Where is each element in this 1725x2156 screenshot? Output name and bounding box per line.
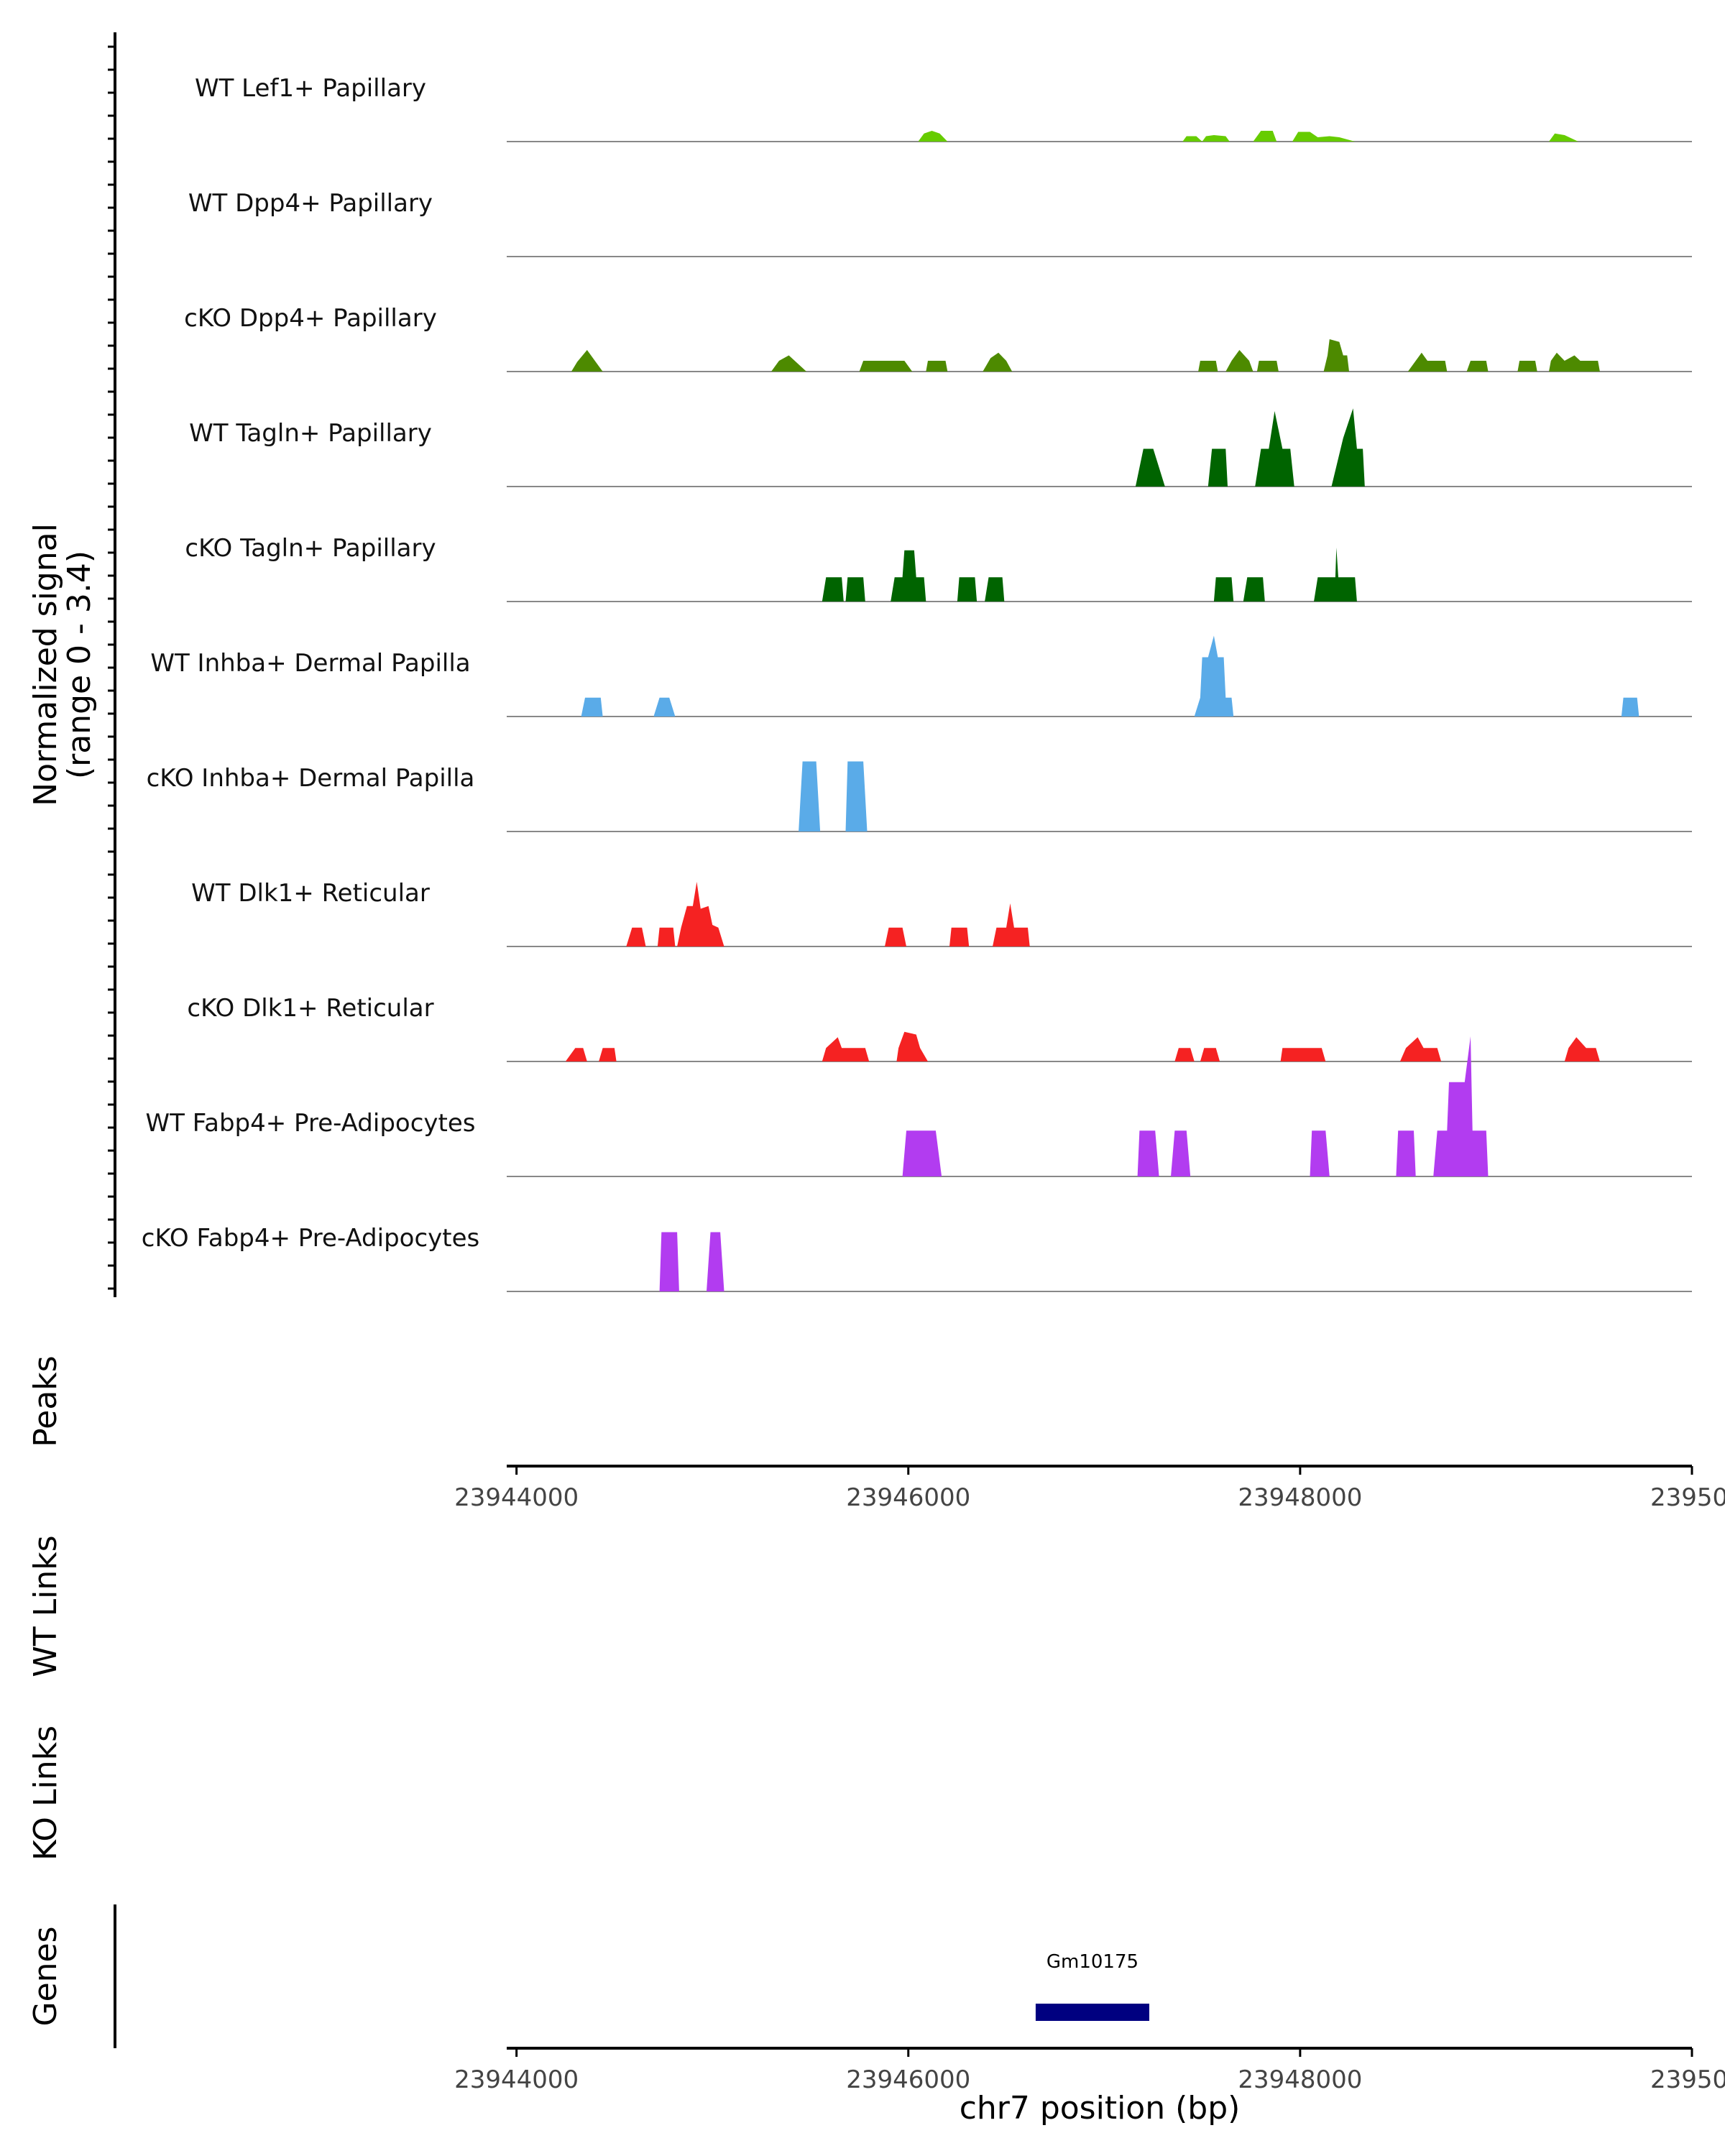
gene-name-label: Gm10175 <box>1046 1951 1138 1973</box>
coverage-area <box>822 548 1357 602</box>
coverage-area <box>799 761 868 831</box>
x-tick-label: 23946000 <box>846 1483 970 1512</box>
genes-label: Genes <box>27 1926 64 2026</box>
track-label: cKO Tagln+ Papillary <box>185 534 436 563</box>
track: WT Lef1+ Papillary <box>195 74 1692 142</box>
track: cKO Dlk1+ Reticular <box>187 994 1692 1062</box>
track-label: WT Dpp4+ Papillary <box>188 189 433 218</box>
track: WT Dpp4+ Papillary <box>188 189 1692 257</box>
gene-models: Gm10175 <box>1035 1951 1150 2021</box>
signal-axis-title-line1: Normalized signal <box>27 523 64 806</box>
track-label: WT Inhba+ Dermal Papilla <box>150 649 470 678</box>
track-label: cKO Inhba+ Dermal Papilla <box>147 764 475 793</box>
track: WT Tagln+ Papillary <box>189 408 1692 487</box>
coverage-tracks: WT Lef1+ Papillary WT Dpp4+ Papillary cKO … <box>142 74 1692 1292</box>
track-label: cKO Fabp4+ Pre-Adipocytes <box>142 1224 480 1253</box>
x-tick-label: 239500 <box>1650 1483 1725 1512</box>
coverage-area <box>918 131 1578 142</box>
coverage-area <box>1135 408 1365 487</box>
peaks-label: Peaks <box>27 1355 64 1447</box>
track-label: cKO Dpp4+ Papillary <box>184 304 437 333</box>
track: WT Fabp4+ Pre-Adipocytes <box>146 1036 1692 1177</box>
track: cKO Tagln+ Papillary <box>185 534 1692 602</box>
track-label: WT Tagln+ Papillary <box>189 419 432 448</box>
coverage-area <box>659 1232 724 1291</box>
track-label: cKO Dlk1+ Reticular <box>187 994 433 1023</box>
coverage-area <box>565 1031 1600 1061</box>
coverage-area <box>626 882 1030 946</box>
track: cKO Dpp4+ Papillary <box>184 304 1692 372</box>
x-tick-label: 23948000 <box>1238 2065 1362 2094</box>
x-axis-top: 23944000 23946000 23948000 239500 <box>454 1466 1725 1512</box>
track-label: WT Lef1+ Papillary <box>195 74 426 103</box>
track: cKO Inhba+ Dermal Papilla <box>147 761 1692 832</box>
ko-links-label: KO Links <box>27 1726 64 1861</box>
coverage-area <box>571 339 1600 372</box>
gene-model <box>1035 2004 1150 2021</box>
x-tick-label: 23944000 <box>454 1483 579 1512</box>
x-axis-bottom: 23944000 23946000 23948000 239500 <box>454 2048 1725 2094</box>
signal-axis-ticks <box>108 45 115 1290</box>
track: cKO Fabp4+ Pre-Adipocytes <box>142 1224 1692 1292</box>
x-tick-label: 239500 <box>1650 2065 1725 2094</box>
track: WT Dlk1+ Reticular <box>191 879 1692 947</box>
x-tick-label: 23948000 <box>1238 1483 1362 1512</box>
track-label: WT Fabp4+ Pre-Adipocytes <box>146 1109 476 1138</box>
x-tick-label: 23946000 <box>846 2065 970 2094</box>
coverage-area <box>902 1036 1489 1176</box>
coverage-area <box>581 635 1639 717</box>
track: WT Inhba+ Dermal Papilla <box>150 635 1692 717</box>
x-tick-label: 23944000 <box>454 2065 579 2094</box>
wt-links-label: WT Links <box>27 1535 64 1677</box>
x-axis-title: chr7 position (bp) <box>960 2090 1241 2127</box>
signal-axis-title-line2: (range 0 - 3.4) <box>61 550 98 779</box>
track-label: WT Dlk1+ Reticular <box>191 879 430 908</box>
